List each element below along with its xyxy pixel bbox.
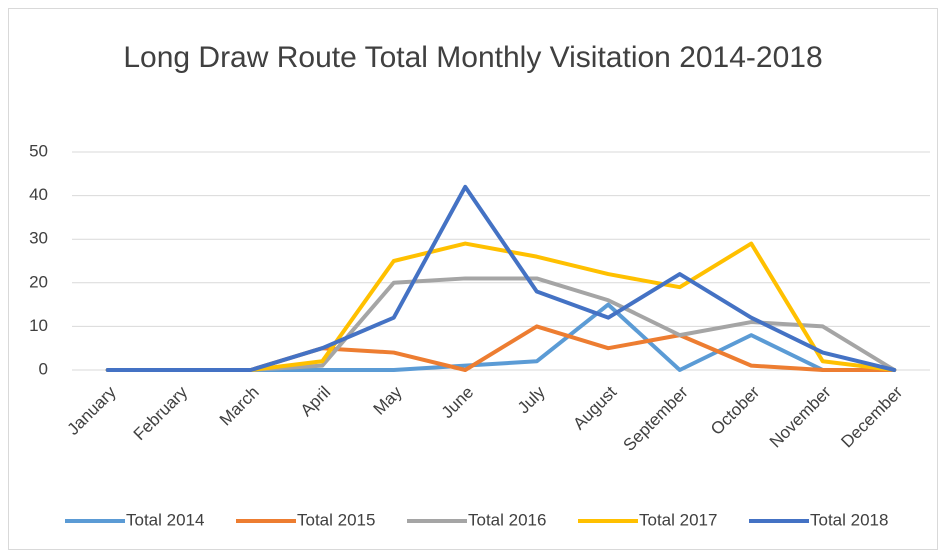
legend-label: Total 2015	[297, 510, 375, 529]
legend-label: Total 2016	[468, 510, 546, 529]
legend-label: Total 2018	[810, 510, 888, 529]
legend-label: Total 2014	[126, 510, 204, 529]
y-tick-label: 50	[29, 141, 48, 160]
series-line	[105, 184, 897, 372]
y-tick-label: 10	[29, 316, 48, 335]
y-tick-label: 30	[29, 229, 48, 248]
y-tick-label: 0	[39, 359, 48, 378]
y-tick-label: 40	[29, 185, 48, 204]
y-tick-label: 20	[29, 272, 48, 291]
legend-label: Total 2017	[639, 510, 717, 529]
chart-title: Long Draw Route Total Monthly Visitation…	[123, 41, 823, 74]
